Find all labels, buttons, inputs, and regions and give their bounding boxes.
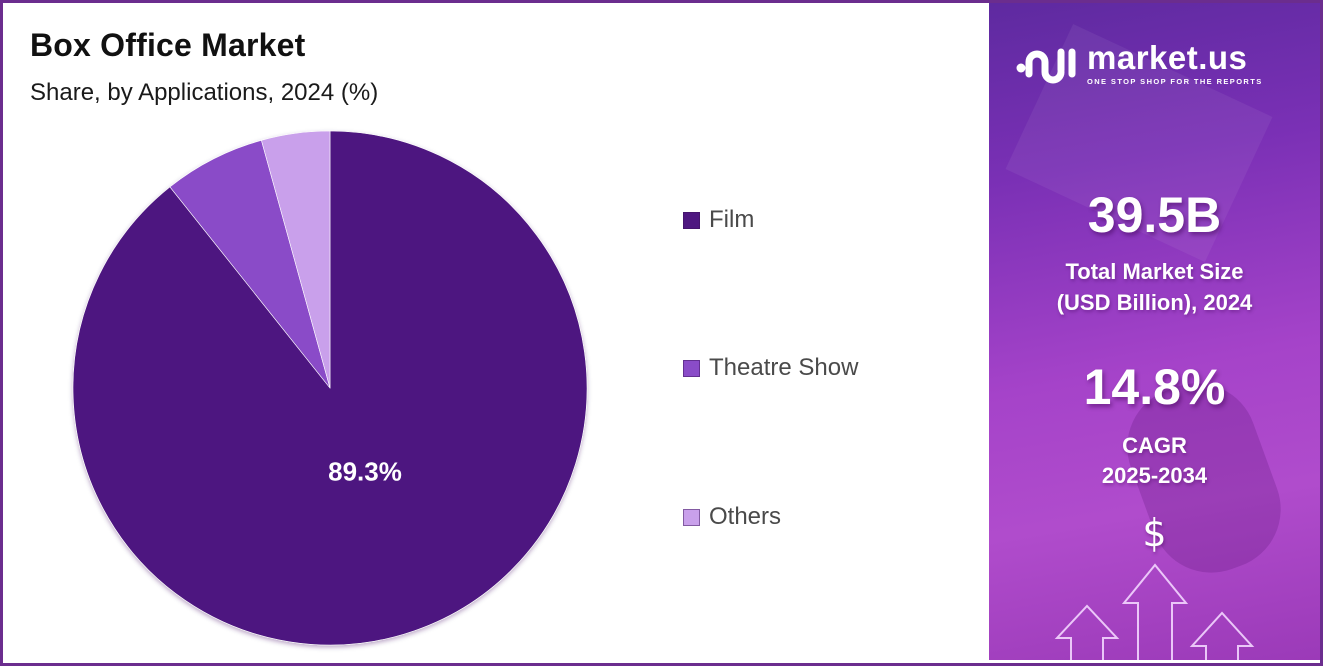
pie-slice-others — [261, 130, 331, 389]
summary-panel: market.us ONE STOP SHOP FOR THE REPORTS … — [989, 3, 1320, 660]
legend-label-film: Film — [709, 206, 755, 233]
legend-swatch-others — [683, 508, 700, 526]
chart-subtitle: Share, by Applications, 2024 (%) — [30, 79, 379, 106]
cagr-caption-line1: CAGR — [1122, 433, 1187, 458]
market-size-caption-line1: Total Market Size — [1065, 259, 1244, 284]
legend-swatch-theatre-show — [683, 359, 700, 377]
pie-chart: 89.3% — [3, 3, 987, 660]
chart-panel: Box Office Market Share, by Applications… — [3, 3, 987, 660]
logo-name: market.us — [1087, 39, 1248, 76]
pie-label-film: 89.3% — [328, 456, 402, 487]
legend-label-theatre-show: Theatre Show — [709, 354, 859, 381]
legend-item-others: Others — [683, 503, 781, 531]
logo-mark-icon — [1016, 48, 1076, 83]
legend-item-film: Film — [683, 206, 754, 234]
cagr-caption-line2: 2025-2034 — [1101, 463, 1208, 488]
legend-swatch-film — [683, 211, 700, 229]
legend-label-others: Others — [709, 503, 782, 530]
brand-logo: market.us ONE STOP SHOP FOR THE REPORTS — [1015, 41, 1263, 86]
logo-tagline: ONE STOP SHOP FOR THE REPORTS — [1087, 77, 1263, 86]
legend-item-theatre-show: Theatre Show — [683, 354, 858, 382]
dollar-icon: $ — [1142, 511, 1167, 555]
market-size-caption-line2: (USD Billion), 2024 — [1056, 290, 1253, 315]
chart-title: Box Office Market — [30, 27, 306, 63]
pie-graphic — [72, 130, 588, 646]
cagr-value: 14.8% — [1083, 359, 1226, 415]
market-size-value: 39.5B — [1087, 187, 1222, 243]
growth-arrows-icon — [1054, 563, 1255, 660]
